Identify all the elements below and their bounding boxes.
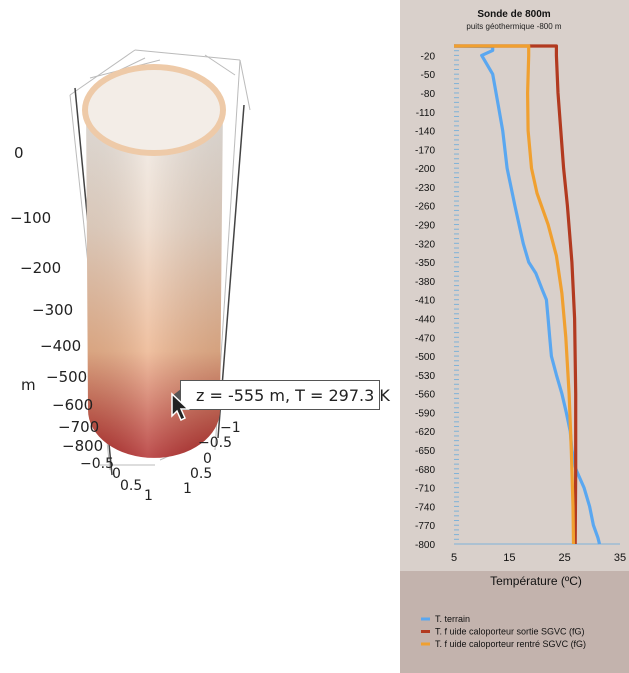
y-tick-label: -500 xyxy=(415,352,435,363)
x-tick: 0 xyxy=(112,466,121,482)
series-line xyxy=(454,44,578,545)
z-tick: −700 xyxy=(58,418,99,436)
z-tick: −500 xyxy=(46,368,87,386)
x-tick-label: 25 xyxy=(559,552,571,564)
chart-title: Sonde de 800m xyxy=(477,9,550,20)
x-tick: −0.5 xyxy=(80,456,114,472)
y-tick-label: -170 xyxy=(415,145,435,156)
y-tick-label: -800 xyxy=(415,540,435,551)
chart-legend: T. terrain T. f uide caloporteur sortie S… xyxy=(421,614,586,649)
y-tick-label: -530 xyxy=(415,371,435,382)
y-tick-label: -290 xyxy=(415,221,435,232)
series-lines xyxy=(453,44,602,545)
y-tick-label: -470 xyxy=(415,333,435,344)
y-axis-ticks: −1 −0.5 0 0.5 1 xyxy=(183,420,241,497)
legend-label: T. f uide caloporteur sortie SGVC (fG) xyxy=(435,627,585,637)
y-tick-label: -110 xyxy=(416,108,436,119)
y-tick-label: -710 xyxy=(415,484,435,495)
y-axis: -20 -50 -80 -110 -140 -170 -200 -230 -260 -290 -32… xyxy=(415,45,620,551)
x-tick: 1 xyxy=(144,488,153,504)
x-tick: 0.5 xyxy=(120,478,142,494)
tube-3d-view[interactable]: 0 −100 −200 −300 −400 −500 −600 −700 −80… xyxy=(0,0,400,673)
temperature-chart[interactable]: Sonde de 800m puits géothermique -800 m … xyxy=(400,0,629,673)
chart-subtitle: puits géothermique -800 m xyxy=(466,22,562,31)
y-tick-label: -440 xyxy=(415,314,435,325)
z-tick: 0 xyxy=(14,144,24,162)
z-tick: −400 xyxy=(40,337,81,355)
legend-background xyxy=(400,571,629,673)
x-tick-label: 5 xyxy=(451,552,457,564)
y-tick-label: -410 xyxy=(415,296,435,307)
y-tick-label: -260 xyxy=(415,202,435,213)
y-tick-label: -680 xyxy=(415,465,435,476)
legend-label: T. terrain xyxy=(435,614,470,624)
y-tick-label: -590 xyxy=(415,408,435,419)
x-axis: 5 15 25 35 xyxy=(451,552,626,564)
z-tick: −300 xyxy=(32,301,73,319)
mouse-cursor-icon xyxy=(171,392,190,422)
y-tick-label: -350 xyxy=(415,258,435,269)
y-tick-label: -230 xyxy=(415,183,435,194)
temperature-profile-panel: Sonde de 800m puits géothermique -800 m … xyxy=(400,0,629,673)
z-tick: −600 xyxy=(52,396,93,414)
tube-top-rim xyxy=(82,64,226,156)
y-tick-label: -50 xyxy=(421,70,436,81)
y-tick: 0.5 xyxy=(190,466,212,482)
y-tick-label: -140 xyxy=(415,127,435,138)
y-tick-label: -320 xyxy=(415,239,435,250)
y-tick-label: -380 xyxy=(415,277,435,288)
y-tick-label: -740 xyxy=(415,502,435,513)
y-tick: 1 xyxy=(183,481,192,497)
y-tick-label: -20 xyxy=(421,51,436,62)
x-axis-label: Température (ºC) xyxy=(490,574,582,588)
z-tick: −200 xyxy=(20,259,61,277)
y-tick-label: -80 xyxy=(421,89,436,100)
z-axis-title: m xyxy=(21,376,36,394)
y-tick-label: -770 xyxy=(415,521,435,532)
z-tick: −800 xyxy=(62,437,103,455)
hover-tooltip: z = -555 m, T = 297.3 K xyxy=(172,380,390,410)
y-tick: 0 xyxy=(203,451,212,467)
plot-background xyxy=(400,0,629,571)
x-tick-label: 15 xyxy=(503,552,515,564)
x-tick-label: 35 xyxy=(614,552,626,564)
x-axis-ticks: −0.5 0 0.5 1 xyxy=(80,456,153,504)
y-tick-label: -200 xyxy=(415,164,435,175)
y-tick: −0.5 xyxy=(198,435,232,451)
z-axis-ticks: 0 −100 −200 −300 −400 −500 −600 −700 −80… xyxy=(10,144,103,455)
y-tick-label: -650 xyxy=(415,446,435,457)
z-tick: −100 xyxy=(10,209,51,227)
y-tick-label: -560 xyxy=(415,390,435,401)
series-line xyxy=(454,44,576,545)
y-tick-label: -620 xyxy=(415,427,435,438)
legend-label: T. f uide caloporteur rentré SGVC (fG) xyxy=(435,639,586,649)
series-line xyxy=(453,44,602,545)
y-tick: −1 xyxy=(220,420,241,436)
